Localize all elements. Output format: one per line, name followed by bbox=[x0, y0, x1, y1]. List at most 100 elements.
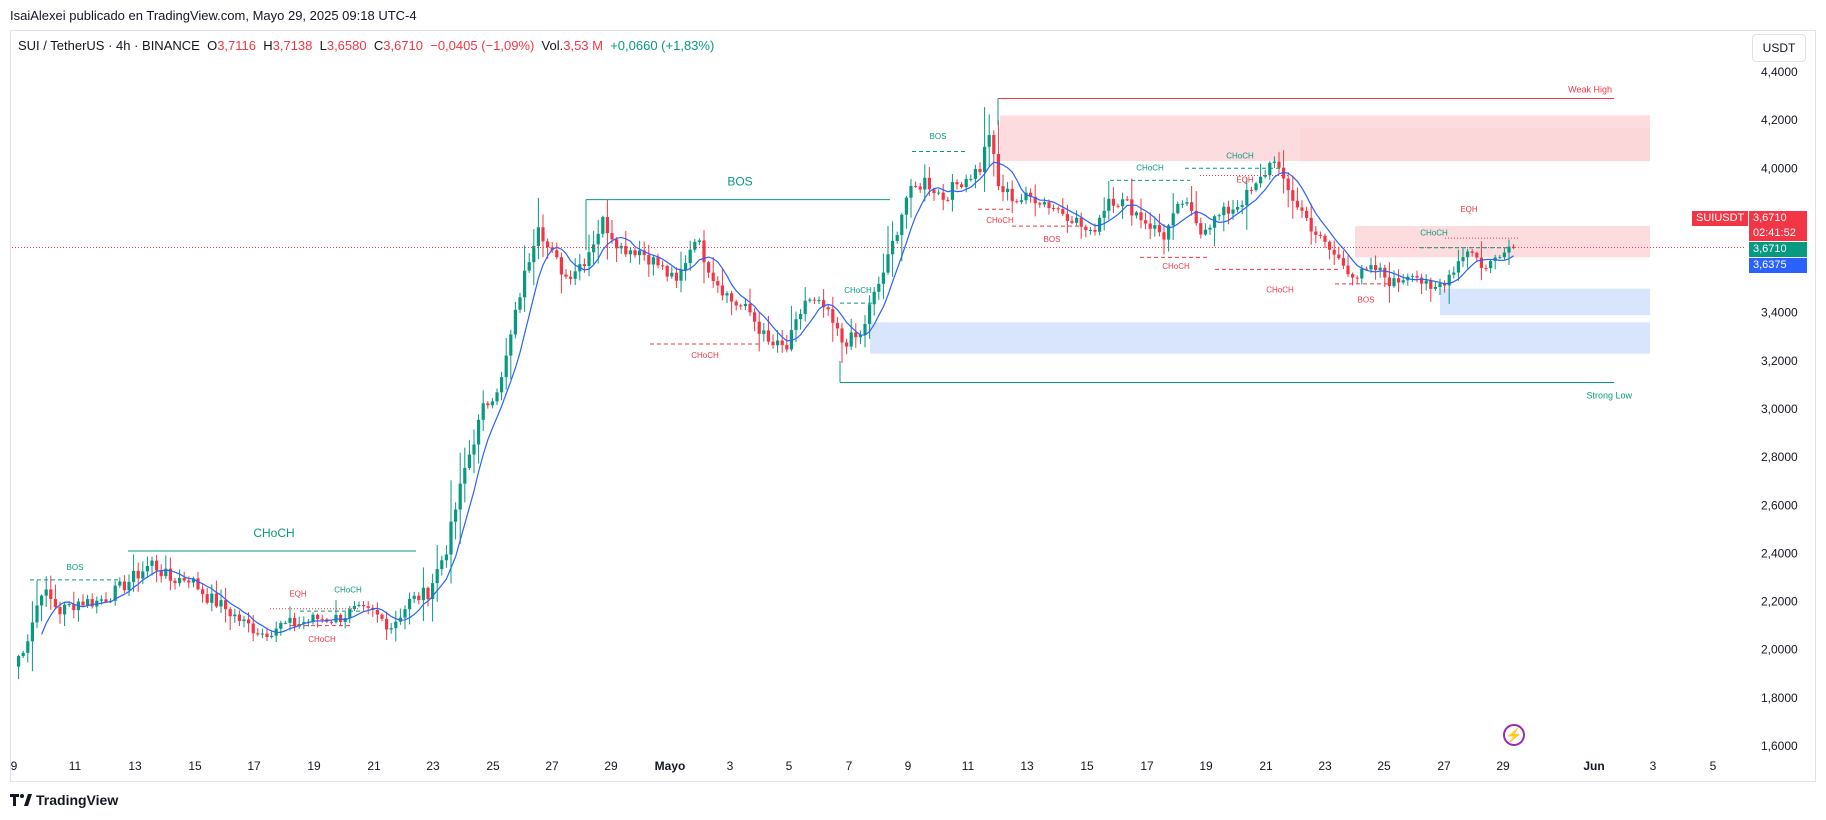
candle-body bbox=[1420, 277, 1424, 284]
candle-body bbox=[1167, 225, 1171, 240]
candle-body bbox=[1346, 265, 1350, 275]
candle-body bbox=[914, 185, 918, 187]
candle-body bbox=[463, 467, 467, 484]
candle-body bbox=[449, 521, 453, 555]
candle-body bbox=[417, 595, 421, 601]
candle-body bbox=[1038, 203, 1042, 205]
candle-body bbox=[1489, 261, 1493, 269]
x-tick-label: 3 bbox=[1650, 759, 1657, 773]
candle-body bbox=[164, 568, 168, 577]
publisher-line: IsaiAlexei publicado en TradingView.com,… bbox=[10, 8, 417, 23]
candle-body bbox=[380, 614, 384, 619]
candle-body bbox=[500, 377, 504, 393]
candle-body bbox=[366, 606, 370, 608]
candle-body bbox=[1456, 261, 1460, 273]
x-tick-label: 29 bbox=[604, 759, 618, 773]
legend-high-label: H bbox=[263, 38, 273, 53]
candle-body bbox=[1042, 202, 1046, 205]
candle-body bbox=[605, 217, 609, 234]
candle-body bbox=[716, 281, 720, 286]
x-tick-label: 11 bbox=[962, 759, 975, 773]
candle-body bbox=[1065, 214, 1069, 221]
candle-body bbox=[822, 300, 826, 308]
legend-low-label: L bbox=[319, 38, 327, 53]
candle-body bbox=[941, 192, 945, 200]
candle-body bbox=[1144, 220, 1148, 224]
candle-body bbox=[1180, 203, 1184, 205]
candle-body bbox=[1314, 231, 1318, 235]
candle-body bbox=[118, 581, 122, 586]
lightning-icon[interactable]: ⚡ bbox=[1503, 724, 1525, 746]
y-tick-label: 2,4000 bbox=[1761, 546, 1798, 560]
candle-body bbox=[1332, 249, 1336, 255]
structure-label: EQH bbox=[289, 589, 307, 598]
last-price-tag: 3,6710 bbox=[1749, 211, 1807, 226]
candle-body bbox=[973, 169, 977, 179]
candle-body bbox=[270, 635, 274, 637]
candle-body bbox=[49, 589, 53, 600]
candle-body bbox=[693, 241, 697, 250]
tradingview-logo[interactable]: TradingView bbox=[10, 792, 118, 808]
candle-body bbox=[1415, 275, 1419, 278]
candle-body bbox=[955, 182, 959, 185]
moving-average-line bbox=[41, 161, 1514, 635]
x-tick-label: 19 bbox=[1199, 759, 1213, 773]
legend-volume-change: +0,0660 (+1,83%) bbox=[610, 38, 715, 53]
currency-button[interactable]: USDT bbox=[1752, 34, 1806, 62]
candle-body bbox=[454, 509, 458, 522]
candle-body bbox=[481, 403, 485, 420]
candle-body bbox=[1461, 257, 1465, 262]
candle-body bbox=[559, 257, 563, 275]
candle-body bbox=[1272, 161, 1276, 163]
symbol-legend: SUI / TetherUS · 4h · BINANCE O3,7116 H3… bbox=[18, 38, 714, 53]
candle-body bbox=[835, 322, 839, 329]
candle-body bbox=[1318, 234, 1322, 236]
candle-body bbox=[1116, 205, 1120, 207]
candle-body bbox=[431, 583, 435, 600]
candle-body bbox=[44, 589, 48, 596]
candle-body bbox=[352, 606, 356, 610]
candle-body bbox=[504, 355, 508, 378]
candle-body bbox=[702, 240, 706, 263]
candle-body bbox=[1190, 202, 1194, 211]
candle-body bbox=[1070, 220, 1074, 223]
candle-body bbox=[794, 319, 798, 331]
candle-body bbox=[1479, 257, 1483, 269]
candle-body bbox=[868, 304, 872, 324]
candle-body bbox=[1121, 199, 1125, 207]
candle-body bbox=[826, 307, 830, 310]
legend-symbol[interactable]: SUI / TetherUS · 4h · BINANCE bbox=[18, 38, 200, 53]
legend-open-label: O bbox=[207, 38, 218, 53]
candle-body bbox=[187, 580, 191, 583]
tradingview-brand: TradingView bbox=[36, 792, 119, 808]
candle-body bbox=[546, 241, 550, 248]
candle-body bbox=[909, 185, 913, 198]
structure-label: BOS bbox=[727, 175, 752, 189]
candle-body bbox=[1263, 175, 1267, 177]
candle-body bbox=[30, 622, 34, 642]
candle-body bbox=[527, 262, 531, 271]
y-tick-label: 3,4000 bbox=[1761, 306, 1798, 320]
candle-body bbox=[840, 328, 844, 343]
candle-body bbox=[518, 297, 522, 310]
candle-body bbox=[633, 250, 637, 256]
candle-body bbox=[780, 340, 784, 346]
candle-body bbox=[256, 633, 260, 635]
candle-body bbox=[707, 262, 711, 273]
candle-body bbox=[242, 619, 246, 622]
x-tick-label: Jun bbox=[1583, 759, 1604, 773]
candle-body bbox=[1364, 268, 1368, 270]
candle-body bbox=[1507, 246, 1511, 253]
candle-body bbox=[937, 192, 941, 194]
candle-body bbox=[596, 233, 600, 245]
candle-body bbox=[127, 581, 131, 591]
candle-body bbox=[196, 578, 200, 590]
candle-body bbox=[624, 245, 628, 255]
candle-body bbox=[247, 619, 251, 624]
candle-body bbox=[1282, 167, 1286, 179]
candle-body bbox=[1360, 268, 1364, 279]
y-tick-label: 1,6000 bbox=[1761, 739, 1798, 753]
candle-body bbox=[1176, 203, 1180, 214]
structure-label: EQH bbox=[1460, 205, 1478, 214]
